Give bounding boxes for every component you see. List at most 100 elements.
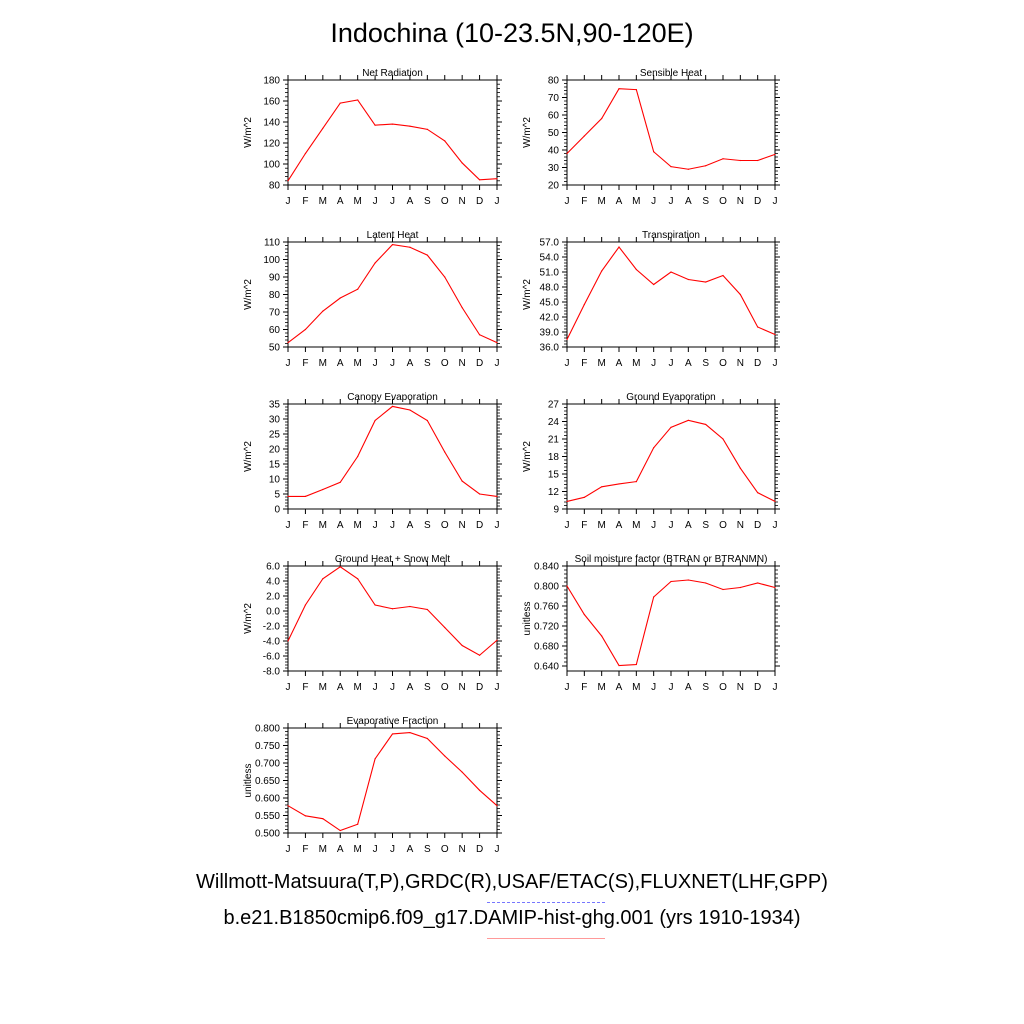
y-tick-label: 0.640	[534, 662, 559, 673]
x-tick-label: S	[702, 520, 709, 531]
data-point	[601, 635, 603, 637]
x-tick-label: J	[495, 682, 500, 693]
x-tick-label: N	[459, 196, 466, 207]
y-tick-label: 0.550	[255, 811, 280, 822]
x-tick-label: N	[459, 358, 466, 369]
y-tick-label: 18	[548, 452, 560, 463]
x-tick-label: D	[754, 196, 761, 207]
data-point	[426, 608, 428, 611]
x-tick-label: J	[495, 844, 500, 855]
x-tick-label: S	[702, 682, 709, 693]
y-tick-label: 160	[263, 97, 280, 108]
data-point	[635, 480, 637, 483]
x-tick-label: F	[302, 682, 308, 693]
data-point	[426, 419, 428, 422]
data-point	[757, 582, 759, 584]
chart-title: Sensible Heat	[640, 68, 702, 79]
data-point	[287, 342, 289, 344]
y-tick-label: 0	[274, 505, 280, 516]
x-tick-label: M	[597, 358, 605, 369]
y-tick-label: 25	[269, 430, 281, 441]
data-point	[618, 246, 620, 248]
x-tick-label: J	[390, 844, 395, 855]
y-tick-label: 30	[269, 415, 281, 426]
x-tick-label: A	[685, 196, 692, 207]
data-point	[722, 158, 724, 160]
y-axis-label: W/m^2	[243, 441, 254, 472]
data-point	[618, 88, 620, 90]
y-tick-label: 20	[269, 445, 281, 456]
series-line	[287, 99, 498, 182]
x-tick-label: A	[337, 196, 344, 207]
y-tick-label: 27	[548, 400, 560, 411]
x-tick-label: J	[390, 196, 395, 207]
y-tick-label: 0.800	[255, 724, 280, 735]
x-tick-label: D	[754, 520, 761, 531]
x-tick-label: D	[754, 358, 761, 369]
x-tick-label: J	[669, 358, 674, 369]
x-tick-label: J	[286, 196, 291, 207]
x-tick-label: J	[773, 358, 778, 369]
x-tick-label: S	[424, 520, 431, 531]
x-tick-label: A	[616, 358, 623, 369]
data-point	[601, 270, 603, 272]
x-tick-label: J	[286, 358, 291, 369]
data-point	[287, 180, 289, 182]
y-tick-label: 15	[269, 460, 281, 471]
x-tick-label: N	[737, 196, 744, 207]
y-tick-label: 0.760	[534, 602, 559, 613]
x-tick-label: J	[773, 682, 778, 693]
data-point	[583, 496, 585, 498]
y-tick-label: 0.0	[266, 607, 280, 618]
data-point	[461, 480, 463, 482]
data-point	[757, 492, 759, 494]
data-point	[705, 582, 707, 584]
x-tick-label: A	[616, 196, 623, 207]
observations-source-label: Willmott-Matsuura(T,P),GRDC(R),USAF/ETAC…	[196, 871, 828, 893]
y-tick-label: 0.500	[255, 829, 280, 840]
y-axis-label: unitless	[243, 764, 254, 798]
y-tick-label: 42.0	[540, 313, 560, 324]
y-axis-label: W/m^2	[243, 603, 254, 634]
x-tick-label: M	[353, 844, 361, 855]
data-point	[670, 166, 672, 168]
x-tick-label: J	[651, 682, 656, 693]
x-tick-label: J	[373, 358, 378, 369]
y-tick-label: 0.750	[255, 741, 280, 752]
x-tick-label: M	[597, 196, 605, 207]
data-point	[478, 789, 481, 791]
data-point	[496, 495, 498, 497]
data-point	[496, 805, 498, 807]
data-point	[705, 281, 707, 283]
x-tick-label: N	[737, 682, 744, 693]
y-tick-label: 80	[548, 76, 560, 87]
series-line	[566, 579, 776, 667]
x-tick-label: M	[353, 358, 361, 369]
page-title: Indochina (10-23.5N,90-120E)	[330, 18, 694, 48]
data-point	[566, 585, 568, 587]
x-tick-label: J	[286, 844, 291, 855]
data-point	[374, 262, 376, 264]
x-tick-label: N	[459, 844, 466, 855]
chart-title: Canopy Evaporation	[347, 392, 438, 403]
data-point	[478, 493, 481, 495]
y-tick-label: -8.0	[263, 667, 281, 678]
x-tick-label: O	[719, 682, 727, 693]
data-point	[287, 805, 289, 807]
x-tick-label: M	[632, 682, 640, 693]
data-point	[496, 178, 498, 180]
data-point	[478, 334, 481, 336]
data-point	[339, 297, 341, 299]
x-tick-label: J	[495, 358, 500, 369]
y-tick-label: 51.0	[540, 268, 560, 279]
y-tick-label: 30	[548, 163, 560, 174]
y-tick-label: 0.840	[534, 562, 559, 573]
data-point	[339, 102, 341, 104]
data-point	[444, 276, 446, 278]
x-tick-label: O	[719, 520, 727, 531]
data-point	[322, 818, 324, 820]
x-tick-label: A	[337, 520, 344, 531]
data-point	[304, 495, 307, 497]
